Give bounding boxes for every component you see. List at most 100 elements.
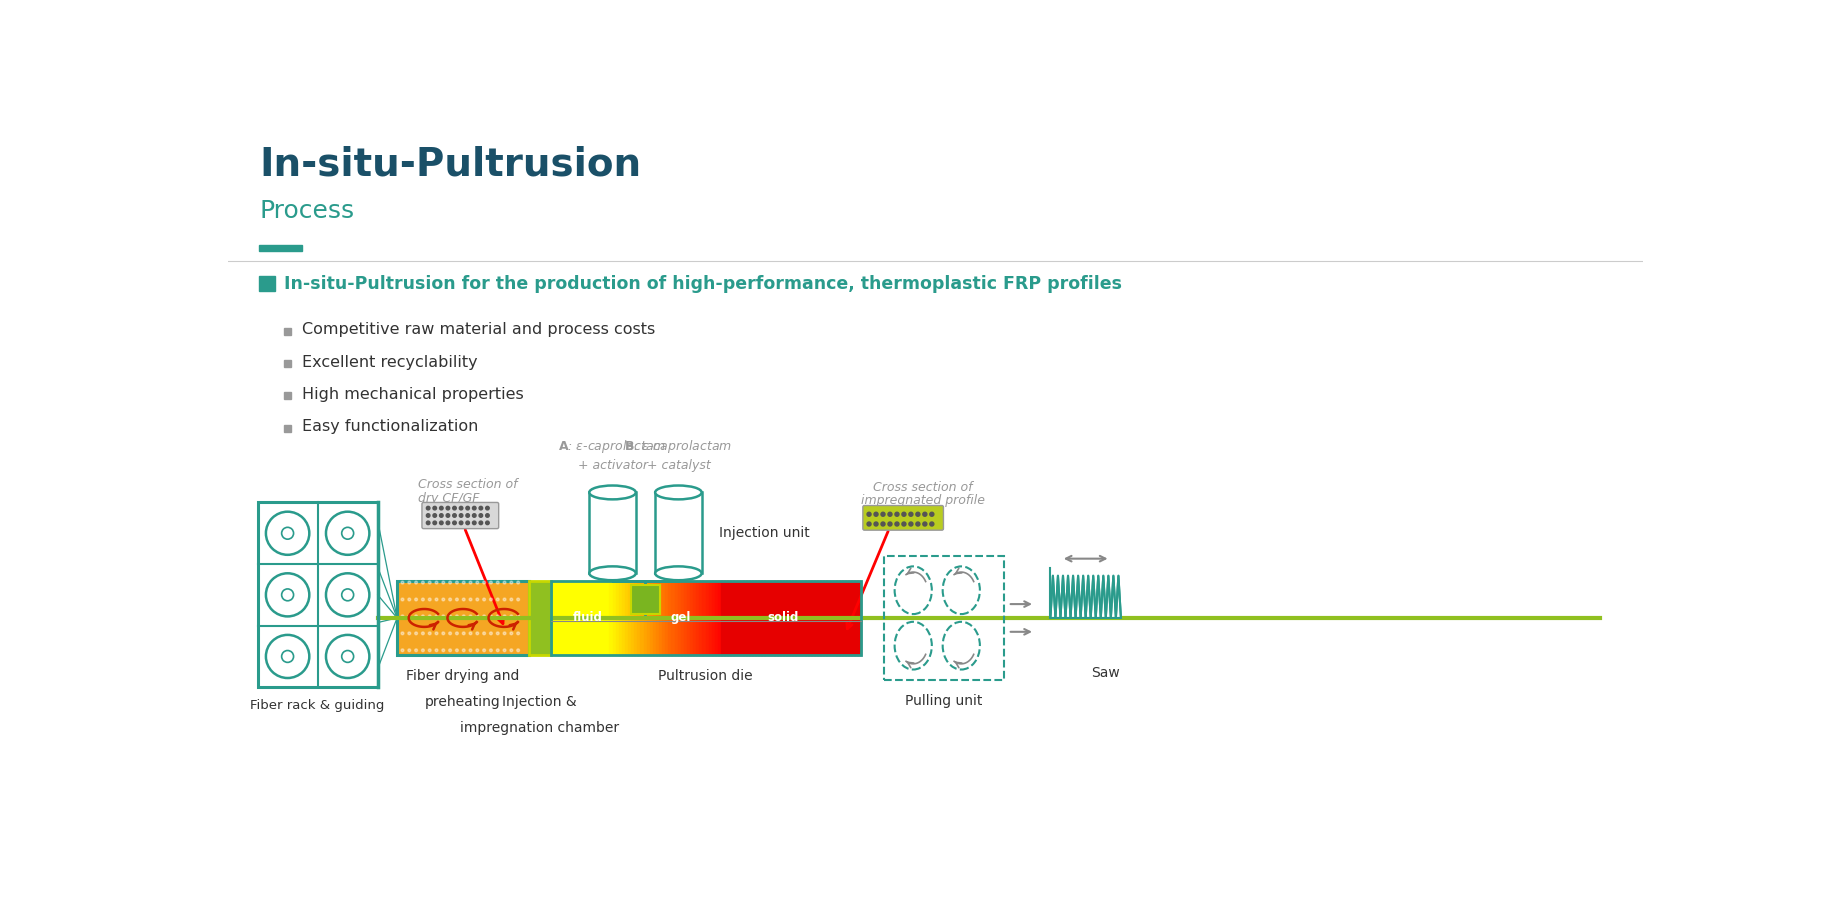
Circle shape: [465, 507, 469, 510]
Circle shape: [867, 522, 871, 526]
Bar: [774, 581, 777, 655]
Circle shape: [409, 649, 411, 652]
Circle shape: [929, 522, 934, 526]
Circle shape: [409, 615, 411, 618]
Circle shape: [496, 632, 498, 635]
Bar: [845, 581, 849, 655]
Text: Fiber drying and: Fiber drying and: [407, 669, 520, 682]
Circle shape: [434, 615, 438, 618]
Circle shape: [409, 581, 411, 584]
Bar: [765, 581, 768, 655]
Text: impregnated profile: impregnated profile: [861, 495, 984, 507]
Circle shape: [496, 581, 498, 584]
Text: A: A: [604, 521, 621, 545]
Bar: [606, 581, 610, 655]
Bar: [628, 581, 631, 655]
Bar: [619, 581, 622, 655]
Bar: [827, 581, 830, 655]
Bar: [819, 581, 825, 655]
Text: + catalyst: + catalyst: [646, 459, 710, 472]
Circle shape: [462, 649, 465, 652]
Circle shape: [881, 512, 885, 517]
Bar: [695, 581, 701, 655]
Bar: [551, 581, 861, 655]
Circle shape: [484, 598, 485, 600]
Circle shape: [480, 521, 482, 525]
Circle shape: [496, 598, 498, 600]
Text: fluid: fluid: [573, 612, 602, 624]
Text: $\mathbf{A}$: $\varepsilon$-caprolactam: $\mathbf{A}$: $\varepsilon$-caprolactam: [558, 437, 666, 455]
Text: $\mathbf{B}$: $\varepsilon$-caprolactam: $\mathbf{B}$: $\varepsilon$-caprolactam: [624, 437, 732, 455]
Ellipse shape: [589, 566, 635, 580]
Circle shape: [456, 598, 458, 600]
Circle shape: [516, 649, 520, 652]
Bar: [646, 581, 650, 655]
Bar: [569, 581, 573, 655]
Circle shape: [465, 514, 469, 518]
Bar: [635, 581, 639, 655]
Text: Saw: Saw: [1091, 667, 1119, 681]
FancyBboxPatch shape: [863, 506, 944, 530]
Circle shape: [414, 649, 418, 652]
Bar: [756, 581, 759, 655]
Circle shape: [473, 507, 476, 510]
Bar: [836, 581, 840, 655]
Bar: [655, 493, 701, 573]
FancyBboxPatch shape: [422, 503, 498, 529]
Bar: [650, 581, 653, 655]
Circle shape: [427, 521, 431, 525]
Circle shape: [429, 632, 431, 635]
Bar: [849, 581, 852, 655]
Text: In-situ-Pultrusion: In-situ-Pultrusion: [259, 146, 641, 183]
Bar: [725, 581, 728, 655]
Circle shape: [916, 512, 920, 517]
Circle shape: [440, 507, 443, 510]
Text: impregnation chamber: impregnation chamber: [460, 721, 619, 735]
Bar: [699, 581, 703, 655]
Circle shape: [440, 521, 443, 525]
Circle shape: [504, 632, 506, 635]
Text: Cross section of: Cross section of: [872, 481, 973, 494]
Bar: [637, 581, 641, 655]
Circle shape: [445, 507, 449, 510]
Circle shape: [422, 615, 423, 618]
Bar: [551, 581, 555, 655]
Circle shape: [422, 598, 423, 600]
Bar: [398, 581, 529, 655]
Circle shape: [509, 649, 513, 652]
Bar: [593, 581, 599, 655]
Circle shape: [485, 507, 489, 510]
Text: Injection unit: Injection unit: [719, 526, 810, 540]
Text: preheating: preheating: [425, 695, 500, 709]
Circle shape: [485, 521, 489, 525]
Bar: [726, 581, 732, 655]
Bar: [562, 581, 568, 655]
Circle shape: [445, 521, 449, 525]
Circle shape: [434, 598, 438, 600]
Circle shape: [480, 514, 482, 518]
Circle shape: [433, 507, 436, 510]
Circle shape: [509, 632, 513, 635]
Bar: [792, 581, 796, 655]
Circle shape: [923, 512, 927, 517]
Bar: [684, 581, 688, 655]
Bar: [703, 581, 706, 655]
Circle shape: [462, 615, 465, 618]
Text: dry CF/GF: dry CF/GF: [418, 492, 480, 505]
Circle shape: [434, 649, 438, 652]
Bar: [712, 581, 715, 655]
Bar: [706, 581, 710, 655]
Text: gel: gel: [670, 612, 692, 624]
Bar: [624, 581, 630, 655]
Bar: [708, 581, 712, 655]
Circle shape: [429, 649, 431, 652]
Circle shape: [453, 507, 456, 510]
Circle shape: [449, 581, 451, 584]
Bar: [675, 581, 679, 655]
Circle shape: [402, 632, 403, 635]
Circle shape: [509, 615, 513, 618]
Bar: [770, 581, 774, 655]
Bar: [730, 581, 734, 655]
Bar: [840, 581, 843, 655]
Circle shape: [434, 632, 438, 635]
